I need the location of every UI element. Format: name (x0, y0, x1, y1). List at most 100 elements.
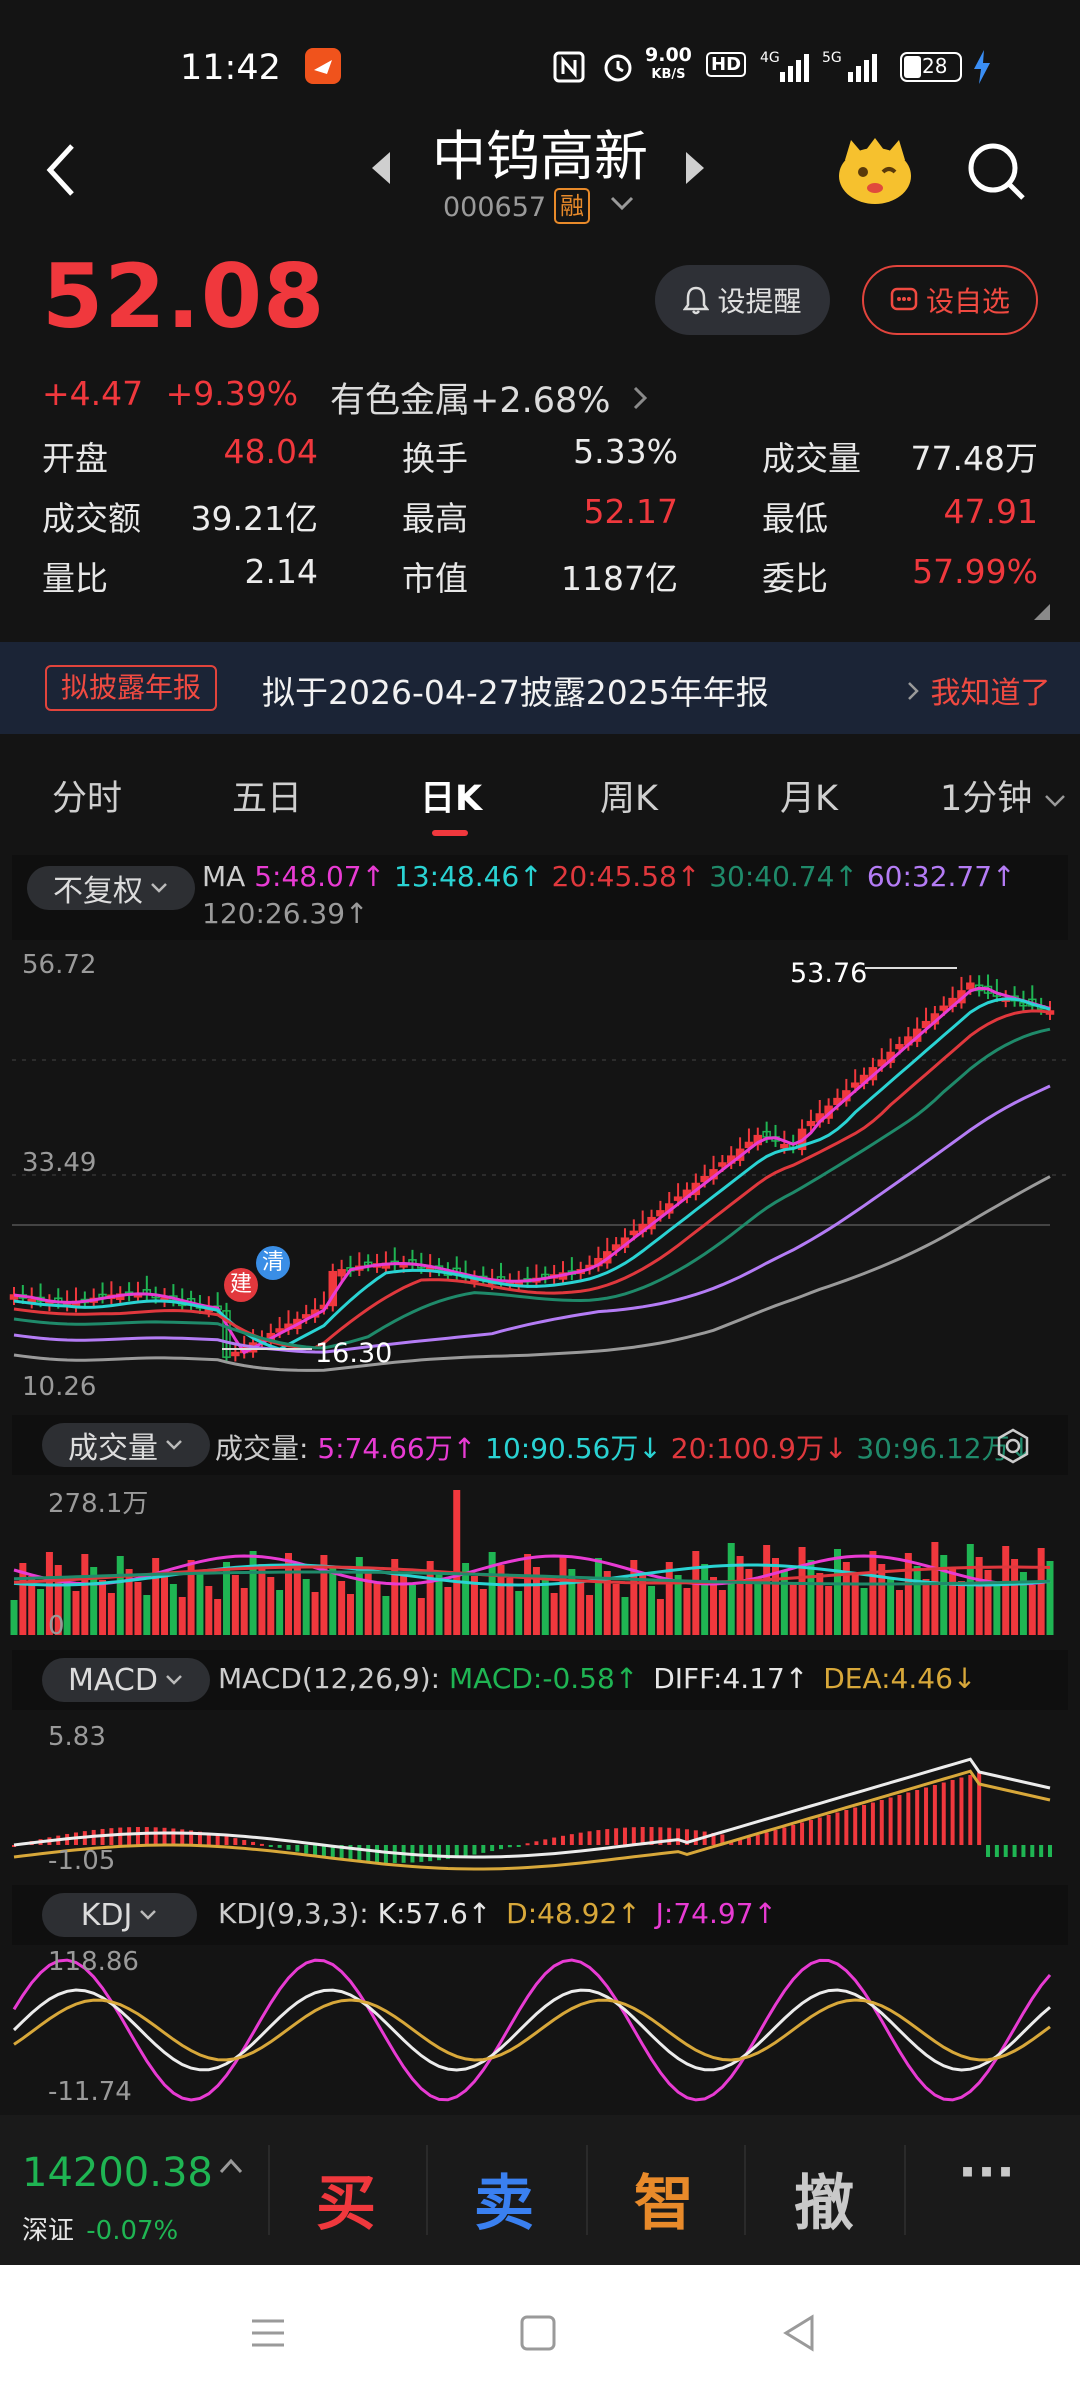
open-value: 48.04 (223, 432, 318, 471)
macd-bar (844, 1810, 849, 1845)
tab-minute[interactable]: 1分钟 (940, 770, 1067, 821)
volume-bar (940, 1555, 948, 1635)
chevron-down-icon (166, 1675, 182, 1685)
volume-bar (134, 1582, 142, 1635)
mascot-icon[interactable] (835, 130, 915, 214)
cancel-order-button[interactable]: 撤 (794, 2169, 854, 2239)
macd-bar (994, 1845, 999, 1857)
menu-icon[interactable] (248, 2313, 288, 2357)
volume-bar (683, 1588, 691, 1635)
volume-bar (258, 1564, 266, 1635)
vol20-line (13, 1565, 1051, 1585)
volume-bar (904, 1553, 912, 1635)
next-stock-button[interactable] (680, 150, 708, 190)
ma30-legend: 30:40.74 (709, 860, 835, 893)
volume-bar (373, 1583, 381, 1635)
dismiss-banner-button[interactable]: 我知道了 (905, 668, 1051, 712)
stock-name: 中钨高新 (432, 125, 648, 188)
macd-chart[interactable]: 5.83 -1.05 (0, 1710, 1080, 1885)
macd-bar (1003, 1845, 1008, 1857)
macd-bar (578, 1832, 583, 1845)
macd-bar (215, 1834, 220, 1845)
chevron-up-icon[interactable] (218, 2157, 244, 2179)
more-button[interactable]: ··· (958, 2143, 1015, 2201)
set-alert-button[interactable]: 设提醒 (655, 265, 830, 335)
macd-bar (1039, 1845, 1044, 1857)
macd-bar (897, 1795, 902, 1845)
volume-legend-panel: 成交量 成交量: 5:74.66万↑ 10:90.56万↓ 20:100.9万↓… (12, 1415, 1068, 1475)
macd-bar (330, 1845, 335, 1859)
volume-bar (143, 1595, 151, 1635)
kdj-selector[interactable]: KDJ (42, 1893, 197, 1937)
volume-bar (745, 1569, 753, 1635)
tab-weekly-k[interactable]: 周K (600, 779, 658, 819)
kdj-legend-panel: KDJ KDJ(9,3,3): K:57.6↑ D:48.92↑ J:74.97… (12, 1885, 1068, 1945)
tab-intraday[interactable]: 分时 (52, 779, 123, 819)
volume-bar (993, 1583, 1001, 1635)
macd-bar (348, 1845, 353, 1861)
tab-daily-k[interactable]: 日K (420, 779, 483, 819)
back-nav-icon[interactable] (780, 2313, 820, 2357)
volume-bar (887, 1577, 895, 1635)
sector-link[interactable]: 有色金属+2.68% (330, 372, 650, 423)
macd-selector[interactable]: MACD (42, 1658, 210, 1702)
macd-bar (516, 1845, 521, 1847)
macd-bar (437, 1845, 442, 1861)
clear-position-marker[interactable]: 清 (256, 1246, 290, 1280)
macd-bar (870, 1802, 875, 1845)
adjust-selector[interactable]: 不复权 (27, 866, 195, 910)
divider (426, 2145, 428, 2235)
macd-value: MACD:-0.58 (449, 1662, 615, 1695)
divider (586, 2145, 588, 2235)
buy-button[interactable]: 买 (316, 2169, 376, 2239)
macd-bar (587, 1831, 592, 1845)
search-icon[interactable] (965, 140, 1029, 208)
volume-bar (754, 1582, 762, 1635)
volume-bar (19, 1563, 27, 1635)
k-value: K:57.6 (377, 1897, 468, 1930)
add-watchlist-button[interactable]: 设自选 (862, 265, 1038, 335)
network-speed: 9.00 KB/S (645, 44, 692, 83)
macd-bar (552, 1837, 557, 1845)
macd-bar (640, 1827, 645, 1845)
volume-bar (364, 1570, 372, 1635)
macd-bar (676, 1828, 681, 1845)
macd-bar (817, 1817, 822, 1845)
build-position-marker[interactable]: 建 (224, 1268, 258, 1302)
sell-button[interactable]: 卖 (474, 2169, 534, 2239)
index-value[interactable]: 14200.38 (22, 2150, 213, 2196)
chevron-down-icon[interactable] (608, 194, 636, 218)
volume-bar (648, 1586, 656, 1635)
macd-bar (357, 1845, 362, 1862)
volume-bar (293, 1566, 301, 1635)
ma5-line (13, 986, 1051, 1355)
expand-corner-icon[interactable] (1034, 604, 1050, 624)
volume-selector[interactable]: 成交量 (42, 1423, 210, 1467)
status-time: 11:42 (180, 48, 281, 88)
candle-body (629, 1230, 639, 1236)
tab-monthly-k[interactable]: 月K (780, 779, 838, 819)
macd-bar (1012, 1845, 1017, 1857)
volume-bar (54, 1565, 62, 1635)
macd-legend-panel: MACD MACD(12,26,9): MACD:-0.58↑ DIFF:4.1… (12, 1650, 1068, 1710)
volume-bar (639, 1573, 647, 1635)
smart-button[interactable]: 智 (634, 2169, 694, 2239)
volume-bar (772, 1558, 780, 1635)
macd-bar (755, 1835, 760, 1845)
k-line (12, 1988, 1051, 2072)
kdj-chart[interactable]: 118.86 -11.74 (0, 1945, 1080, 2115)
settings-icon[interactable] (994, 1427, 1032, 1469)
candlestick-chart[interactable]: 56.72 33.49 10.26 53.76 16.30 建 清 (0, 940, 1080, 1410)
prev-stock-button[interactable] (368, 150, 396, 190)
home-icon[interactable] (518, 2313, 558, 2357)
volume-bar (816, 1573, 824, 1635)
banner-text: 拟于2026-04-27披露2025年年报 (262, 673, 769, 712)
charging-icon (972, 50, 992, 93)
volume-chart[interactable]: 278.1万 0 (0, 1475, 1080, 1650)
current-price: 52.08 (42, 245, 326, 348)
max-price-label: 53.76 (790, 958, 868, 989)
macd-bar (720, 1834, 725, 1845)
tab-five-day[interactable]: 五日 (232, 779, 303, 819)
back-button[interactable] (38, 140, 88, 204)
volume-bar (975, 1557, 983, 1635)
